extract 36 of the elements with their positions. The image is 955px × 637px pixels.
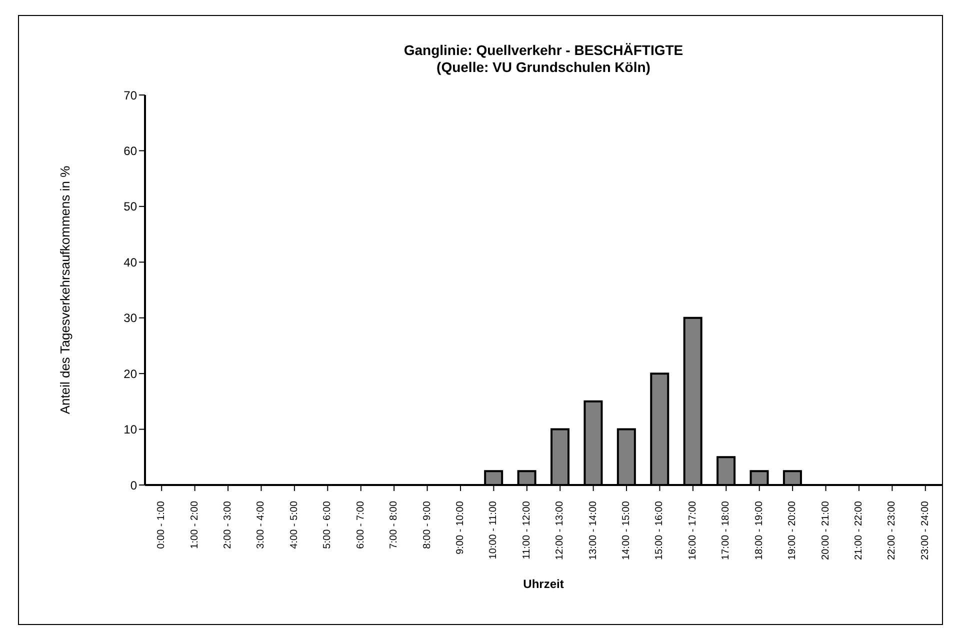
y-tick-label: 40: [124, 255, 138, 270]
x-tick-label: 2:00 - 3:00: [222, 500, 234, 549]
y-tick-label: 60: [124, 144, 138, 158]
x-tick-label: 13:00 - 14:00: [588, 500, 599, 560]
x-tick-label: 6:00 - 7:00: [355, 500, 366, 549]
x-tick-label: 11:00 - 12:00: [521, 500, 532, 560]
x-axis-title: Uhrzeit: [522, 577, 565, 591]
x-tick-label: 5:00 - 6:00: [322, 500, 334, 549]
x-tick-label: 9:00 - 10:00: [454, 500, 466, 554]
y-tick-label: 10: [124, 422, 138, 437]
x-tick-label: 19:00 - 20:00: [787, 500, 798, 560]
x-tick-label: 0:00 - 1:00: [156, 500, 168, 549]
y-axis-title: Anteil des Tagesverkehrsaufkommens in %: [58, 166, 72, 414]
x-tick-label: 1:00 - 2:00: [189, 500, 200, 549]
y-tick-label: 0: [130, 478, 138, 492]
x-tick-label: 8:00 - 9:00: [422, 500, 433, 549]
y-tick-label: 20: [124, 366, 138, 381]
y-tick-label: 30: [124, 311, 138, 326]
x-tick-label: 22:00 - 23:00: [886, 500, 898, 560]
chart-title: Ganglinie: Quellverkehr - BESCHÄFTIGTE: [402, 42, 684, 59]
x-tick-label: 7:00 - 8:00: [388, 500, 400, 549]
y-tick-label: 70: [124, 88, 138, 102]
x-tick-label: 14:00 - 15:00: [621, 500, 632, 560]
chart-subtitle: (Quelle: VU Grundschulen Köln): [436, 59, 652, 76]
x-tick-label: 16:00 - 17:00: [687, 500, 698, 560]
x-tick-label: 12:00 - 13:00: [554, 500, 566, 560]
x-tick-label: 18:00 - 19:00: [754, 500, 765, 560]
x-tick-label: 17:00 - 18:00: [720, 500, 732, 560]
x-tick-label: 10:00 - 11:00: [488, 500, 500, 560]
x-tick-label: 4:00 - 5:00: [288, 500, 300, 549]
y-tick-label: 50: [124, 200, 138, 214]
x-tick-label: 23:00 - 24:00: [920, 500, 931, 560]
x-tick-label: 21:00 - 22:00: [853, 500, 864, 560]
x-tick-label: 3:00 - 4:00: [256, 500, 267, 549]
x-tick-label: 15:00 - 16:00: [654, 500, 666, 560]
x-tick-label: 20:00 - 21:00: [820, 500, 832, 560]
